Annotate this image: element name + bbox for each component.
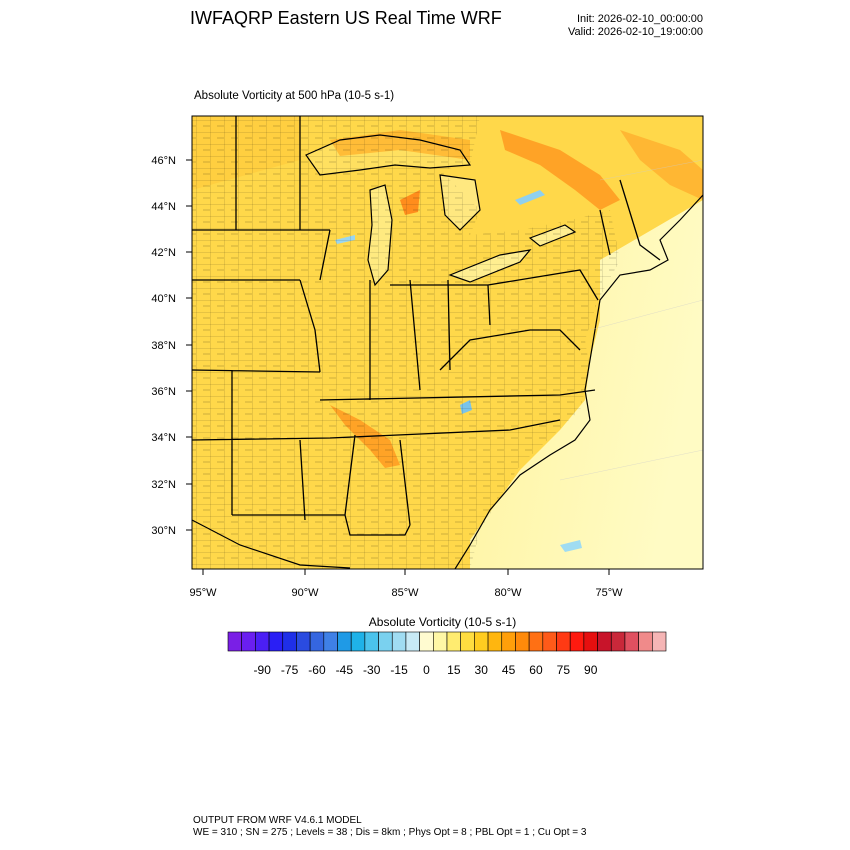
- colorbar-swatch: [624, 631, 639, 652]
- colorbar-swatch: [378, 631, 393, 652]
- colorbar-swatch: [515, 631, 530, 652]
- colorbar-swatch: [296, 631, 311, 652]
- colorbar-swatch: [638, 631, 653, 652]
- colorbar-swatch: [610, 631, 626, 652]
- colorbar-tick-label: 15: [447, 663, 461, 677]
- lat-label: 32°N: [151, 479, 176, 491]
- colorbar-tick-label: -90: [254, 663, 272, 677]
- colorbar-tick-label: 0: [423, 663, 430, 677]
- colorbar-swatch: [542, 631, 557, 652]
- lon-label: 80°W: [494, 587, 522, 599]
- colorbar-swatch: [309, 631, 325, 652]
- colorbar-tick-label: -45: [336, 663, 354, 677]
- lat-label: 30°N: [151, 525, 176, 537]
- colorbar-tick-label: -15: [390, 663, 408, 677]
- colorbar-swatch: [487, 631, 503, 652]
- lat-label: 38°N: [151, 340, 176, 352]
- lon-label: 95°W: [189, 587, 217, 599]
- lat-label: 42°N: [151, 247, 176, 259]
- colorbar-tick-label: 90: [584, 663, 598, 677]
- lon-label: 85°W: [391, 587, 419, 599]
- colorbar-tick-label: -60: [308, 663, 326, 677]
- colorbar-swatch: [569, 631, 585, 652]
- colorbar-swatch: [474, 631, 489, 652]
- colorbar-swatch: [323, 631, 338, 652]
- colorbar: -90 -75 -60 -45 -30 -15 0 15 30 45 60 75 90: [227, 631, 667, 677]
- longitude-labels: 95°W 90°W 85°W 80°W 75°W: [189, 569, 623, 599]
- colorbar-swatch: [227, 631, 242, 652]
- model-footer: OUTPUT FROM WRF V4.6.1 MODEL WE = 310 ; …: [193, 815, 586, 839]
- colorbar-swatch: [419, 631, 434, 652]
- lon-label: 75°W: [595, 587, 623, 599]
- colorbar-swatch: [282, 631, 297, 652]
- colorbar-tick-label: -30: [363, 663, 381, 677]
- footer-line-1: OUTPUT FROM WRF V4.6.1 MODEL: [193, 815, 362, 826]
- colorbar-swatch: [597, 631, 612, 652]
- colorbar-swatch: [364, 631, 379, 652]
- colorbar-swatch: [268, 631, 284, 652]
- lat-label: 36°N: [151, 386, 176, 398]
- colorbar-swatch: [241, 631, 256, 652]
- footer-line-2: WE = 310 ; SN = 275 ; Levels = 38 ; Dis …: [193, 827, 587, 838]
- init-time: Init: 2026-02-10_00:00:00: [577, 13, 703, 25]
- state-boundaries: [192, 116, 661, 536]
- map-subtitle: Absolute Vorticity at 500 hPa (10-5 s-1): [194, 90, 395, 102]
- colorbar-tick-label: 30: [475, 663, 489, 677]
- lat-label: 46°N: [151, 155, 176, 167]
- colorbar-swatch: [583, 631, 598, 652]
- lat-label: 40°N: [151, 293, 176, 305]
- lat-label: 44°N: [151, 201, 176, 213]
- colorbar-swatch: [255, 631, 270, 652]
- colorbar-title: Absolute Vorticity (10-5 s-1): [368, 615, 517, 629]
- map-field: [192, 116, 703, 569]
- colorbar-tick-label: 60: [529, 663, 543, 677]
- colorbar-swatch: [556, 631, 571, 652]
- figure-title: IWFAQRP Eastern US Real Time WRF: [190, 8, 502, 28]
- colorbar-swatch: [446, 631, 461, 652]
- time-info: Init: 2026-02-10_00:00:00 Valid: 2026-02…: [520, 13, 703, 39]
- colorbar-tick-label: 45: [502, 663, 516, 677]
- colorbar-swatch: [528, 631, 544, 652]
- colorbar-swatch: [350, 631, 366, 652]
- lon-label: 90°W: [291, 587, 319, 599]
- map-frame: [191, 115, 704, 570]
- colorbar-swatch: [433, 631, 448, 652]
- lat-label: 34°N: [151, 432, 176, 444]
- colorbar-swatch: [501, 631, 516, 652]
- valid-time: Valid: 2026-02-10_19:00:00: [568, 26, 703, 38]
- colorbar-tick-label: 75: [557, 663, 571, 677]
- colorbar-swatch: [337, 631, 352, 652]
- colorbar-tick-label: -75: [281, 663, 299, 677]
- colorbar-swatch: [460, 631, 475, 652]
- latitude-labels: 46°N 44°N 42°N 40°N 38°N 36°N 34°N 32°N 30°N: [151, 155, 192, 537]
- colorbar-swatch: [652, 631, 667, 652]
- colorbar-swatch: [391, 631, 407, 652]
- colorbar-swatch: [405, 631, 420, 652]
